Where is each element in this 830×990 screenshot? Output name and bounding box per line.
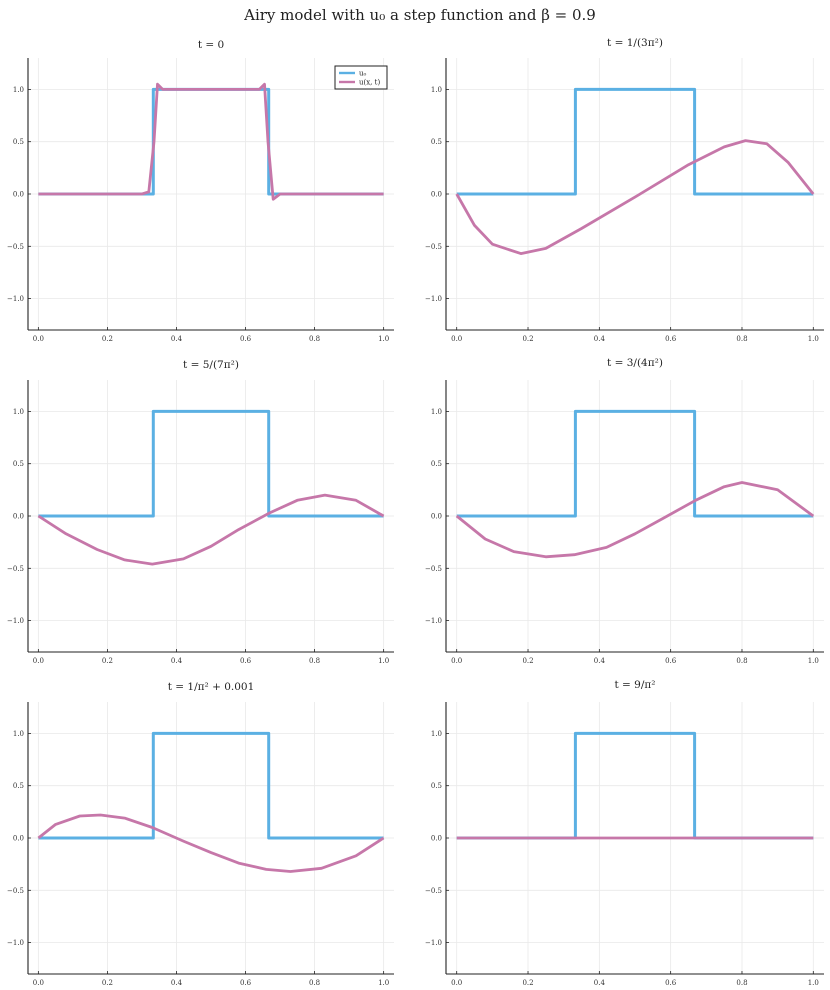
y-tick-label: 1.0 [431,408,442,416]
y-tick-label: 0.5 [431,138,442,146]
subplot-4: 0.0 0.2 0.4 0.6 0.8 1.0 −1.0 −0.5 0.0 0.5 1.0 t = 3… [425,357,824,665]
y-tick-label: −1.0 [7,939,24,947]
x-tick-label: 0.4 [171,657,183,665]
y-tick-label: 0.5 [431,460,442,468]
y-tick-label: 1.0 [13,86,24,94]
y-tick-label: 0.0 [431,835,442,843]
series-line-u [38,82,384,201]
y-tick-label: 0.0 [431,513,442,521]
y-tick-label: 0.5 [13,460,24,468]
y-tick-label: −1.0 [425,295,442,303]
y-tick-label: −0.5 [425,565,442,573]
x-tick-label: 0.2 [522,335,533,343]
legend-label: u₀ [359,70,367,78]
x-tick-label: 1.0 [808,335,819,343]
x-tick-label: 0.4 [594,657,606,665]
subplot-2: 0.0 0.2 0.4 0.6 0.8 1.0 −1.0 −0.5 0.0 0.5 1.0 t = 1… [425,37,824,343]
y-tick-label: −0.5 [425,887,442,895]
x-tick-label: 0.2 [102,657,113,665]
y-tick-label: −0.5 [7,887,24,895]
x-tick-label: 1.0 [808,979,819,987]
series-line-u0 [456,409,814,518]
x-tick-label: 1.0 [378,979,389,987]
subplot-title: t = 1/(3π²) [607,37,663,49]
x-tick-label: 0.0 [451,335,462,343]
x-tick-label: 0.6 [665,657,677,665]
x-tick-label: 0.4 [171,335,183,343]
y-tick-label: 0.0 [13,513,24,521]
subplot-5: 0.0 0.2 0.4 0.6 0.8 1.0 −1.0 −0.5 0.0 0.5 1.0 t = 1… [7,681,394,987]
y-tick-label: 0.0 [13,191,24,199]
x-tick-label: 1.0 [378,335,389,343]
subplot-6: 0.0 0.2 0.4 0.6 0.8 1.0 −1.0 −0.5 0.0 0.5 1.0 t = 9… [425,679,824,987]
x-tick-label: 0.8 [736,979,747,987]
subplot-title: t = 0 [198,39,224,51]
x-tick-label: 0.2 [102,979,113,987]
subplot-1: 0.0 0.2 0.4 0.6 0.8 1.0 −1.0 −0.5 0.0 0.5 1.0 t = 0… [7,39,394,343]
x-tick-label: 0.6 [665,335,677,343]
x-tick-label: 1.0 [378,657,389,665]
x-tick-label: 0.8 [309,979,320,987]
subplot-3: 0.0 0.2 0.4 0.6 0.8 1.0 −1.0 −0.5 0.0 0.5 1.0 t = 5… [7,359,394,665]
y-tick-label: 0.5 [431,782,442,790]
y-tick-label: −0.5 [7,243,24,251]
subplot-title: t = 5/(7π²) [183,359,239,371]
subplot-title: t = 3/(4π²) [607,357,663,369]
x-tick-label: 0.0 [451,657,462,665]
series-line-u0 [38,409,384,518]
series-line-u0 [456,87,814,196]
y-tick-label: 1.0 [431,730,442,738]
x-tick-label: 0.6 [665,979,677,987]
subplot-grid: 0.0 0.2 0.4 0.6 0.8 1.0 −1.0 −0.5 0.0 0.5 1.0 t = 0… [7,37,824,987]
legend-box [334,65,388,90]
y-tick-label: 0.0 [13,835,24,843]
series-line-u [37,813,385,873]
x-tick-label: 0.4 [171,979,183,987]
x-tick-label: 0.0 [451,979,462,987]
x-tick-label: 0.0 [33,979,44,987]
x-tick-label: 0.8 [309,657,320,665]
x-tick-label: 0.0 [33,657,44,665]
y-tick-label: 1.0 [431,86,442,94]
x-tick-label: 0.8 [309,335,320,343]
series-line-u [455,139,815,256]
x-tick-label: 0.6 [240,657,252,665]
x-tick-label: 0.6 [240,335,252,343]
y-tick-label: −0.5 [425,243,442,251]
y-tick-label: −0.5 [7,565,24,573]
subplot-title: t = 1/π² + 0.001 [168,681,255,693]
x-tick-label: 0.8 [736,657,747,665]
subplot-title: t = 9/π² [614,679,655,691]
y-tick-label: 0.0 [431,191,442,199]
series-line-u0 [38,731,384,840]
x-tick-label: 0.0 [33,335,44,343]
legend-label: u(x, t) [359,79,380,87]
y-tick-label: −1.0 [7,295,24,303]
x-tick-label: 1.0 [808,657,819,665]
series-line-u [37,493,385,566]
x-tick-label: 0.2 [522,657,533,665]
figure-title: Airy model with u₀ a step function and β… [243,6,596,24]
y-tick-label: 1.0 [13,730,24,738]
y-tick-label: −1.0 [425,939,442,947]
x-tick-label: 0.6 [240,979,252,987]
x-tick-label: 0.4 [594,979,606,987]
legend: u₀u(x, t) [334,65,388,90]
series-line-u [455,481,815,559]
x-tick-label: 0.2 [102,335,113,343]
y-tick-label: 1.0 [13,408,24,416]
y-tick-label: 0.5 [13,138,24,146]
y-tick-label: 0.5 [13,782,24,790]
x-tick-label: 0.2 [522,979,533,987]
x-tick-label: 0.4 [594,335,606,343]
x-tick-label: 0.8 [736,335,747,343]
y-tick-label: −1.0 [7,617,24,625]
y-tick-label: −1.0 [425,617,442,625]
